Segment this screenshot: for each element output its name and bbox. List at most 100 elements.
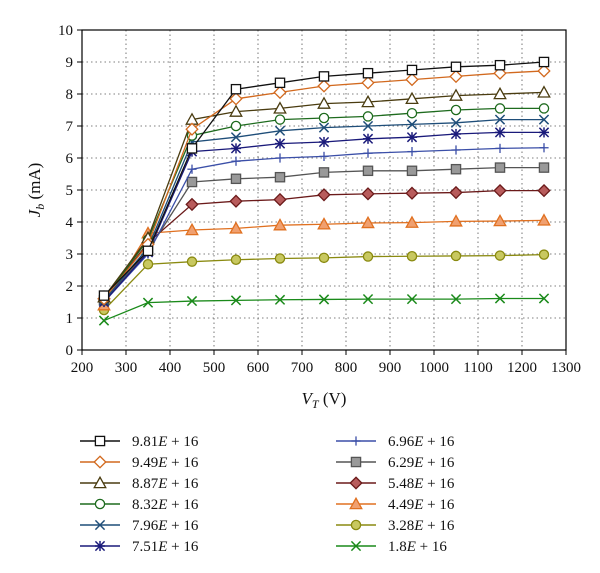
data-point bbox=[362, 165, 374, 177]
legend-marker bbox=[350, 540, 362, 552]
legend-marker bbox=[93, 475, 107, 489]
data-point bbox=[230, 254, 242, 266]
data-point bbox=[449, 69, 463, 84]
data-point bbox=[274, 77, 286, 89]
x-tick-label: 700 bbox=[291, 360, 314, 376]
series-1.816 bbox=[98, 293, 550, 326]
data-point bbox=[274, 171, 286, 183]
data-point bbox=[185, 122, 199, 136]
legend-label: 5.48E + 16 bbox=[388, 476, 455, 492]
data-point bbox=[494, 103, 506, 114]
data-point bbox=[274, 125, 286, 136]
data-point bbox=[142, 258, 154, 270]
legend-marker bbox=[93, 455, 107, 469]
data-point bbox=[274, 114, 286, 125]
data-point bbox=[230, 295, 242, 306]
x-tick-label: 300 bbox=[115, 360, 138, 376]
legend-label: 1.8E + 16 bbox=[388, 539, 447, 555]
legend-item: 9.81E + 16 bbox=[80, 434, 199, 450]
series-7.9616 bbox=[98, 114, 550, 306]
legend-item: 3.28E + 16 bbox=[336, 518, 455, 534]
data-point bbox=[450, 163, 462, 175]
x-tick-label: 600 bbox=[247, 360, 270, 376]
data-point bbox=[495, 143, 505, 153]
legend-label: 3.28E + 16 bbox=[388, 518, 455, 534]
x-axis-title: VT (V) bbox=[302, 389, 347, 411]
data-point bbox=[450, 61, 462, 73]
y-tick-label: 0 bbox=[66, 343, 74, 359]
data-point bbox=[449, 214, 463, 227]
legend-item: 6.96E + 16 bbox=[336, 434, 455, 450]
data-point bbox=[229, 104, 243, 117]
data-point bbox=[449, 185, 463, 200]
data-point bbox=[361, 187, 375, 201]
y-tick-label: 2 bbox=[66, 279, 74, 295]
y-tick-label: 7 bbox=[66, 119, 74, 135]
legend: 9.81E + 16 9.49E + 16 8.87E + 16 8.32E + 16… bbox=[80, 434, 455, 555]
data-point bbox=[538, 293, 550, 304]
data-point bbox=[537, 213, 551, 226]
y-tick-label: 6 bbox=[66, 151, 74, 167]
data-point bbox=[494, 293, 506, 304]
series-7.5116 bbox=[98, 127, 550, 308]
data-point bbox=[186, 176, 198, 188]
series-6.2916 bbox=[98, 162, 550, 306]
data-point bbox=[362, 133, 374, 144]
data-point bbox=[142, 297, 154, 308]
series-3.2816 bbox=[98, 249, 550, 316]
legend-marker bbox=[94, 540, 106, 552]
data-point bbox=[361, 94, 375, 108]
legend-marker bbox=[349, 476, 363, 490]
data-point bbox=[450, 104, 462, 116]
legend-label: 7.51E + 16 bbox=[132, 539, 199, 555]
y-tick-label: 3 bbox=[66, 247, 74, 263]
legend-label: 6.29E + 16 bbox=[388, 455, 455, 471]
data-point bbox=[231, 156, 241, 166]
data-point bbox=[362, 67, 374, 79]
x-tick-label: 800 bbox=[335, 360, 358, 376]
data-point bbox=[318, 294, 330, 305]
series-5.4816 bbox=[97, 183, 551, 306]
legend-marker bbox=[94, 519, 106, 531]
data-point bbox=[405, 215, 419, 228]
legend-label: 8.87E + 16 bbox=[132, 476, 199, 492]
y-tick-label: 5 bbox=[66, 183, 74, 199]
data-point bbox=[537, 64, 551, 78]
data-point bbox=[406, 119, 418, 130]
data-point bbox=[318, 136, 330, 148]
data-point bbox=[494, 114, 506, 125]
data-point bbox=[407, 147, 417, 157]
data-point bbox=[538, 249, 550, 260]
data-point bbox=[319, 151, 329, 161]
legend-marker bbox=[349, 496, 363, 510]
data-point bbox=[493, 86, 507, 100]
data-point bbox=[230, 143, 242, 154]
data-point bbox=[538, 114, 550, 125]
data-point bbox=[317, 188, 331, 202]
legend-marker bbox=[351, 436, 361, 446]
data-point bbox=[275, 153, 285, 163]
legend-marker bbox=[350, 519, 362, 531]
legend-label: 4.49E + 16 bbox=[388, 497, 455, 513]
data-point bbox=[186, 143, 198, 154]
legend-label: 6.96E + 16 bbox=[388, 434, 455, 450]
data-point bbox=[362, 120, 374, 132]
data-point bbox=[406, 132, 418, 143]
data-point bbox=[361, 215, 375, 229]
data-point bbox=[363, 148, 373, 158]
data-point bbox=[539, 143, 549, 153]
data-point bbox=[406, 107, 418, 119]
data-point bbox=[187, 164, 197, 174]
data-point bbox=[493, 183, 507, 198]
data-point bbox=[274, 253, 286, 264]
data-point bbox=[186, 295, 198, 307]
legend-marker bbox=[94, 435, 106, 447]
x-tick-label: 1300 bbox=[551, 360, 581, 376]
data-point bbox=[362, 293, 374, 305]
data-point bbox=[450, 293, 462, 305]
x-tick-label: 1200 bbox=[507, 360, 537, 376]
data-point bbox=[318, 71, 330, 82]
y-tick-label: 9 bbox=[66, 55, 74, 71]
legend-item: 9.49E + 16 bbox=[80, 455, 199, 471]
